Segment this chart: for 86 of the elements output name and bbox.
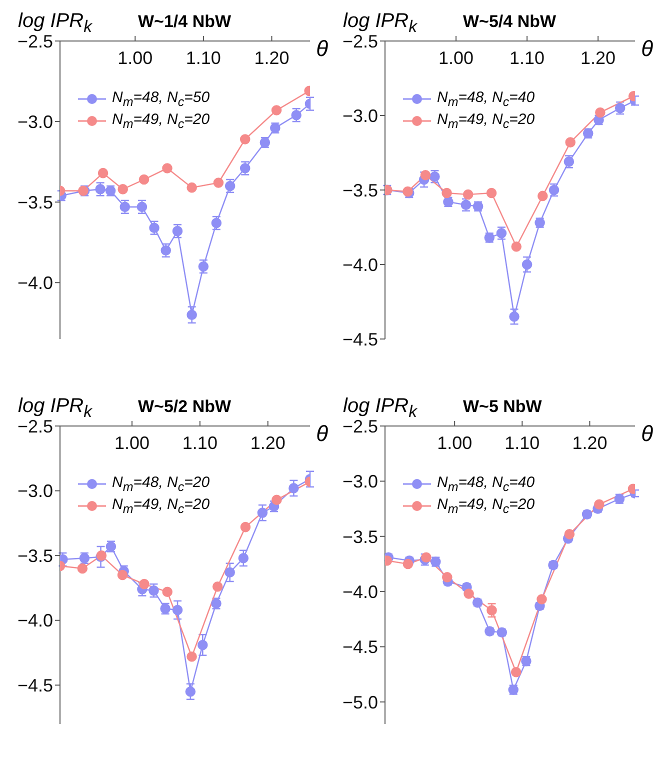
point xyxy=(117,570,128,580)
point xyxy=(288,483,299,494)
y-tick-label: −3.5 xyxy=(342,526,378,547)
point xyxy=(162,586,172,597)
legend-label: N$_{m}$=49, N$_{c}$=20 xyxy=(437,111,535,131)
point xyxy=(464,588,474,599)
point xyxy=(186,651,197,662)
point xyxy=(98,168,108,178)
legend-label: N$_{m}$=49, N$_{c}$=20 xyxy=(112,111,210,131)
point xyxy=(186,182,197,193)
point xyxy=(186,310,197,320)
point xyxy=(185,686,196,697)
x-axis-title: θ xyxy=(641,421,653,447)
point xyxy=(240,522,251,532)
point xyxy=(564,529,575,540)
point xyxy=(462,189,474,200)
point xyxy=(138,174,150,185)
y-tick-label: −4.0 xyxy=(342,254,378,275)
y-tick-label: −4.5 xyxy=(342,329,378,350)
chart-title: W~5 NbW xyxy=(463,397,542,417)
x-tick-label: 1.00 xyxy=(118,48,153,68)
y-tick-label: −3.5 xyxy=(17,546,53,566)
x-tick-label: 1.20 xyxy=(572,433,608,453)
x-axis-title: θ xyxy=(641,36,653,62)
y-tick-label: −4.5 xyxy=(342,637,378,658)
point xyxy=(442,572,452,582)
y-tick-label: −3.0 xyxy=(17,481,53,502)
x-tick-label: 1.00 xyxy=(438,48,474,68)
x-tick-label: 1.20 xyxy=(580,48,616,68)
chart-title: W~5/4 NbW xyxy=(463,12,556,32)
point xyxy=(198,640,208,650)
point xyxy=(172,604,183,616)
point xyxy=(565,137,576,148)
y-tick-label: −3.0 xyxy=(17,112,53,132)
point xyxy=(536,594,547,604)
point xyxy=(240,134,250,144)
x-tick-label: 1.10 xyxy=(182,433,218,453)
point xyxy=(522,259,532,270)
point xyxy=(118,184,128,194)
point xyxy=(538,190,548,202)
point xyxy=(594,499,604,510)
point xyxy=(486,188,497,198)
point xyxy=(139,578,150,590)
legend-label: N$_{m}$=48, N$_{c}$=40 xyxy=(437,89,535,109)
y-tick-label: −3.0 xyxy=(342,472,378,492)
y-tick-label: −3.5 xyxy=(342,180,378,200)
y-tick-label: −4.0 xyxy=(17,610,53,631)
point xyxy=(595,107,606,118)
y-tick-label: −4.5 xyxy=(17,676,53,696)
point xyxy=(238,553,249,564)
x-axis-title: θ xyxy=(316,421,328,447)
y-tick-label: −3.5 xyxy=(17,192,53,212)
y-tick-label: −4.0 xyxy=(17,273,53,294)
x-tick-label: 1.00 xyxy=(437,433,472,453)
point xyxy=(272,494,282,505)
y-tick-label: −3.0 xyxy=(342,106,378,126)
point xyxy=(271,105,282,116)
x-tick-label: 1.00 xyxy=(114,433,150,453)
legend-label: N$_{m}$=48, N$_{c}$=40 xyxy=(437,474,535,494)
point xyxy=(509,312,520,322)
point xyxy=(213,178,224,188)
point xyxy=(162,163,172,174)
legend-label: N$_{m}$=48, N$_{c}$=50 xyxy=(112,89,210,109)
point xyxy=(149,222,160,234)
x-axis-title: θ xyxy=(316,36,328,62)
x-tick-label: 1.20 xyxy=(250,433,286,453)
legend-label: N$_{m}$=48, N$_{c}$=20 xyxy=(112,474,210,494)
point xyxy=(510,666,522,678)
x-tick-label: 1.10 xyxy=(510,48,545,68)
point xyxy=(442,188,452,198)
point xyxy=(421,552,432,562)
y-tick-label: −4.0 xyxy=(342,582,378,602)
y-tick-label: −5.0 xyxy=(342,692,378,712)
point xyxy=(224,567,235,578)
x-tick-label: 1.10 xyxy=(504,433,540,453)
x-tick-label: 1.20 xyxy=(254,48,290,68)
point xyxy=(486,605,497,616)
point xyxy=(212,582,223,592)
point xyxy=(257,508,268,518)
legend-label: N$_{m}$=49, N$_{c}$=20 xyxy=(437,496,535,516)
point xyxy=(511,241,522,252)
legend-label: N$_{m}$=49, N$_{c}$=20 xyxy=(112,496,210,516)
point xyxy=(77,563,88,574)
chart-title: W~5/2 NbW xyxy=(138,397,232,417)
x-tick-label: 1.10 xyxy=(186,48,221,68)
chart-title: W~1/4 NbW xyxy=(138,12,232,32)
